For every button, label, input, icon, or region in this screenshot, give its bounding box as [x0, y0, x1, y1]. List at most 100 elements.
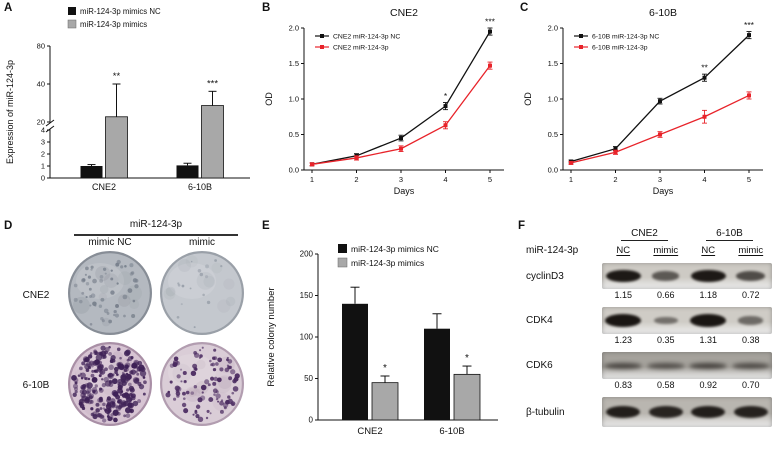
colony-dot	[193, 326, 196, 329]
colony-dot	[95, 408, 100, 413]
colony-dot	[89, 323, 93, 326]
colony-dot	[107, 372, 114, 378]
colony-dot	[111, 378, 118, 385]
colony-dot	[108, 364, 114, 371]
colony-dot	[195, 414, 200, 419]
colony-dot	[226, 364, 229, 367]
colony-dot	[197, 416, 204, 422]
western-blot-block: CNE2 6-10B miR-124-3p NC mimic NC mimic …	[526, 223, 772, 427]
colony-dot	[176, 315, 180, 319]
band-quantification-row: 1.23 0.35 1.31 0.38	[526, 335, 772, 345]
significance-stars: ***	[485, 17, 496, 27]
colony-dot	[94, 384, 98, 388]
y-tick-label: 0.5	[548, 130, 558, 139]
colony-dot	[193, 351, 198, 355]
legend-label: CNE2 miR-124-3p	[333, 45, 389, 52]
colony-dot	[169, 380, 173, 384]
legend-marker	[320, 45, 324, 49]
colony-dot	[108, 352, 112, 356]
colony-dot	[181, 402, 187, 408]
colony-dot	[208, 397, 214, 403]
data-marker	[702, 75, 707, 80]
band-quantification: 0.92	[699, 380, 718, 390]
axis-break-mark	[45, 119, 55, 127]
colony-dot	[79, 299, 83, 304]
colony-dot	[104, 367, 108, 372]
colony-dot	[108, 379, 112, 383]
colony-dot	[73, 283, 78, 288]
colony-dot	[125, 413, 131, 418]
dish-blotch	[163, 287, 176, 300]
y-axis-label: OD	[264, 92, 274, 106]
colony-dot	[104, 347, 110, 353]
colony-dot	[184, 380, 187, 383]
colony-dot	[97, 397, 103, 403]
blot-lane	[645, 307, 688, 334]
colony-dot	[128, 402, 134, 409]
significance-stars: ***	[207, 78, 218, 89]
panel-c: C 6-10B 0.0 0.5 1.0 1.5 2.0 1 2 3 4 5 Days OD 6-10B m…	[516, 0, 776, 215]
blot-lane-header: miR-124-3p NC mimic NC mimic	[526, 245, 772, 256]
colony-dot	[199, 272, 204, 277]
blot-lane	[730, 263, 773, 289]
colony-dot	[110, 269, 113, 272]
band-quantification: 0.58	[656, 380, 675, 390]
legend-label: 6-10B miR-124-3p NC	[592, 34, 659, 41]
lane-label-mimic-2: mimic	[738, 245, 764, 256]
dish-blotch	[103, 273, 119, 288]
y-tick-label: 2.0	[548, 24, 558, 33]
colony-dot	[213, 376, 218, 382]
colony-dot	[121, 371, 125, 375]
colony-dot	[117, 363, 121, 367]
significance-stars: *	[383, 363, 387, 374]
colony-dot	[102, 402, 106, 407]
colony-dot	[89, 304, 92, 307]
y-tick-label: 20	[37, 118, 45, 127]
colony-dot	[129, 392, 134, 397]
y-tick-label: 150	[300, 291, 314, 300]
colony-dot	[217, 357, 223, 363]
band-quantification: 0.38	[741, 335, 760, 345]
x-tick-label: 2	[354, 175, 358, 184]
protein-label: cyclinD3	[526, 270, 564, 282]
blot-band	[606, 405, 641, 419]
colony-dot	[116, 347, 121, 352]
x-tick-label: 3	[399, 175, 403, 184]
dish-blotch	[196, 271, 215, 290]
y-tick-label: 200	[300, 250, 314, 259]
colony-dot	[135, 370, 138, 374]
mir-row-label: miR-124-3p	[526, 245, 579, 256]
blot-row: β-tubulin	[526, 397, 772, 427]
x-tick-label: 3	[658, 175, 662, 184]
colony-dot	[123, 414, 127, 418]
colony-dot	[108, 382, 114, 388]
data-marker	[399, 146, 403, 151]
y-tick-label: 0	[309, 416, 314, 425]
colony-row-label-610b: 6-10B	[22, 380, 50, 391]
colony-dot	[81, 278, 86, 283]
colony-dot	[212, 388, 218, 394]
x-category-label: CNE2	[92, 182, 116, 192]
y-tick-label: 0.5	[289, 130, 299, 139]
blot-band	[738, 316, 764, 325]
colony-dot	[134, 284, 139, 289]
colony-dot	[204, 379, 210, 385]
colony-dot	[87, 354, 93, 359]
colony-dot	[190, 260, 193, 263]
data-marker	[354, 155, 359, 160]
blot-strip	[602, 397, 772, 427]
legend-swatch	[337, 257, 348, 268]
legend-label: CNE2 miR-124-3p NC	[333, 34, 400, 41]
colony-dot	[73, 386, 78, 392]
y-tick-label: 2	[41, 150, 45, 159]
colony-dot	[117, 399, 121, 404]
colony-dot	[85, 282, 90, 286]
blot-band	[691, 405, 726, 419]
colony-dot	[199, 349, 202, 352]
blot-band	[646, 362, 685, 369]
axis-break-mark	[45, 125, 55, 133]
colony-dot	[117, 384, 123, 390]
colony-dot	[215, 393, 221, 399]
colony-dot	[115, 304, 119, 308]
